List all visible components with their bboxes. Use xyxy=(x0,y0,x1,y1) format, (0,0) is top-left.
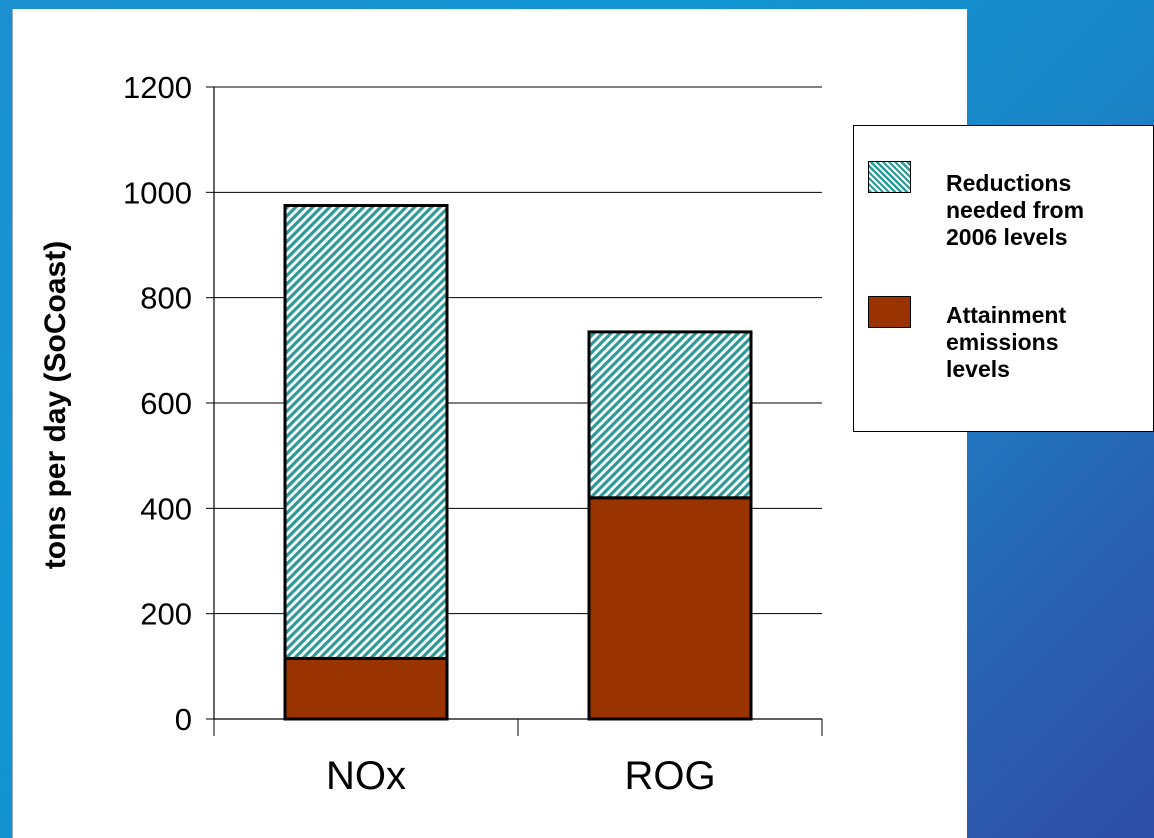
y-tick-label: 1200 xyxy=(123,70,192,105)
y-tick-label: 800 xyxy=(140,281,192,316)
legend-label-reductions-line-1: Reductions xyxy=(946,170,1072,196)
bars xyxy=(283,204,753,721)
y-tick-label: 0 xyxy=(175,702,192,737)
legend-label-attainment-line-3: levels xyxy=(946,356,1010,382)
x-category-label: NOx xyxy=(326,754,406,798)
legend-swatch-attainment xyxy=(868,296,911,328)
bar-rog-reductions xyxy=(587,330,753,500)
legend-label-reductions-line-3: 2006 levels xyxy=(946,224,1068,250)
y-tick-label: 200 xyxy=(140,597,192,632)
legend-label-attainment-line-1: Attainment xyxy=(946,302,1067,328)
bar-nox-attainment xyxy=(283,656,449,721)
legend: Reductions needed from 2006 levels Attai… xyxy=(853,125,1154,432)
y-tick-label: 400 xyxy=(140,491,192,526)
x-category-label: ROG xyxy=(624,754,715,798)
legend-label-attainment: Attainment emissions levels xyxy=(946,302,1146,383)
bar-rog-attainment xyxy=(587,496,753,721)
y-tick-label: 1000 xyxy=(123,175,192,210)
legend-label-attainment-line-2: emissions xyxy=(946,329,1059,355)
y-axis-title: tons per day (SoCoast) xyxy=(39,241,72,569)
chart-panel xyxy=(12,9,967,838)
bar-nox-reductions xyxy=(283,204,449,660)
legend-label-reductions: Reductions needed from 2006 levels xyxy=(946,170,1146,251)
y-tick-label: 600 xyxy=(140,386,192,421)
axes: 0 200 400 600 800 1000 1200 NOx ROG xyxy=(123,70,823,798)
legend-swatch-reductions xyxy=(868,161,911,193)
legend-label-reductions-line-2: needed from xyxy=(946,197,1085,223)
